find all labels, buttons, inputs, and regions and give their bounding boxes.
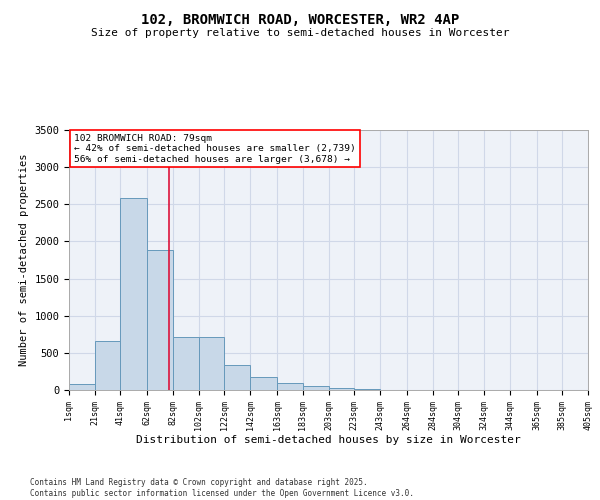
Text: Size of property relative to semi-detached houses in Worcester: Size of property relative to semi-detach… [91, 28, 509, 38]
Bar [121, 198, 148, 390]
Bar [303, 386, 329, 390]
Bar [329, 388, 354, 390]
Bar [95, 341, 121, 390]
Bar [277, 384, 303, 390]
Text: 102, BROMWICH ROAD, WORCESTER, WR2 4AP: 102, BROMWICH ROAD, WORCESTER, WR2 4AP [141, 12, 459, 26]
Bar [148, 250, 173, 390]
X-axis label: Distribution of semi-detached houses by size in Worcester: Distribution of semi-detached houses by … [136, 436, 521, 446]
Bar [199, 336, 224, 390]
Bar [250, 378, 277, 390]
Text: 102 BROMWICH ROAD: 79sqm
← 42% of semi-detached houses are smaller (2,739)
56% o: 102 BROMWICH ROAD: 79sqm ← 42% of semi-d… [74, 134, 356, 164]
Y-axis label: Number of semi-detached properties: Number of semi-detached properties [19, 154, 29, 366]
Text: Contains HM Land Registry data © Crown copyright and database right 2025.
Contai: Contains HM Land Registry data © Crown c… [30, 478, 414, 498]
Bar [173, 336, 199, 390]
Bar [69, 384, 95, 390]
Bar [224, 364, 250, 390]
